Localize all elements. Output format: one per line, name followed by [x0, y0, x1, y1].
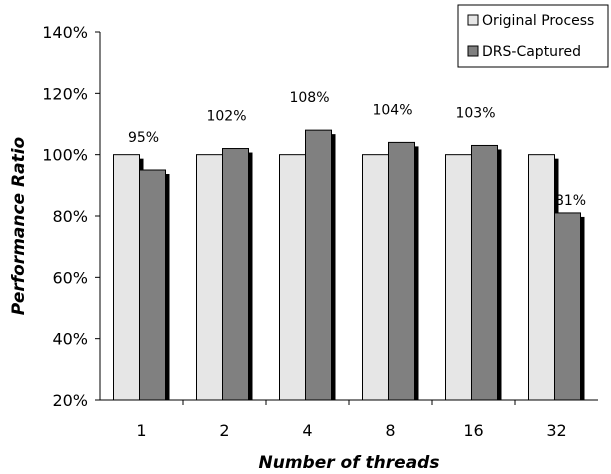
y-axis-title: Performance Ratio: [9, 136, 29, 315]
legend-swatch-original-process: [467, 14, 479, 26]
bar-drs-captured-4-shadow: [331, 134, 336, 400]
y-tick-label: 100%: [42, 146, 88, 165]
y-tick-label: 60%: [52, 268, 88, 287]
bar-original-process-32: [528, 154, 555, 401]
bar-drs-captured-4: [305, 129, 332, 401]
data-label: 81%: [555, 193, 586, 209]
bar-drs-captured-16: [471, 144, 498, 401]
axes: [99, 32, 598, 401]
legend-label-drs-captured: DRS-Captured: [482, 44, 581, 60]
x-tick-label: 1: [136, 421, 146, 440]
x-tick-label: 8: [385, 421, 395, 440]
data-label: 104%: [372, 102, 412, 118]
bar-original-process-4: [279, 154, 306, 401]
legend-swatch-drs-captured: [467, 45, 479, 57]
data-label: 108%: [289, 90, 329, 106]
bar-drs-captured-2: [222, 148, 249, 401]
data-label: 102%: [206, 109, 246, 125]
y-tick-label: 140%: [42, 23, 88, 42]
bar-drs-captured-16-shadow: [497, 149, 502, 400]
y-tick-label: 120%: [42, 84, 88, 103]
bars: [113, 129, 585, 401]
bar-drs-captured-1: [139, 169, 166, 401]
bar-original-process-16: [445, 154, 472, 401]
bar-drs-captured-8-shadow: [414, 146, 419, 400]
bar-drs-captured-32: [554, 212, 581, 401]
bar-original-process-8: [362, 154, 389, 401]
legend-label-original-process: Original Process: [482, 13, 594, 29]
y-ticks: 20% 40% 60% 80% 100% 120% 140%: [42, 23, 100, 410]
data-label: 103%: [455, 105, 495, 121]
bar-drs-captured-2-shadow: [248, 152, 253, 400]
legend: Original Process DRS-Captured: [457, 4, 609, 68]
y-tick-label: 20%: [52, 391, 88, 410]
bar-drs-captured-8: [388, 141, 415, 401]
data-label: 95%: [128, 130, 159, 146]
bar-drs-captured-32-shadow: [580, 216, 585, 400]
y-tick-label: 40%: [52, 330, 88, 349]
x-axis-title: Number of threads: [259, 453, 440, 473]
y-tick-label: 80%: [52, 207, 88, 226]
data-labels: 95% 102% 108% 104% 103% 81%: [128, 90, 586, 209]
bar-original-process-2: [196, 154, 223, 401]
x-tick-label: 16: [463, 421, 483, 440]
x-tick-label: 2: [219, 421, 229, 440]
legend-box: [457, 4, 609, 68]
x-tick-label: 32: [546, 421, 566, 440]
bar-drs-captured-1-shadow: [165, 174, 170, 400]
bar-original-process-1: [113, 154, 140, 401]
x-tick-label: 4: [302, 421, 312, 440]
x-ticks: 1 2 4 8 16 32: [136, 400, 567, 440]
